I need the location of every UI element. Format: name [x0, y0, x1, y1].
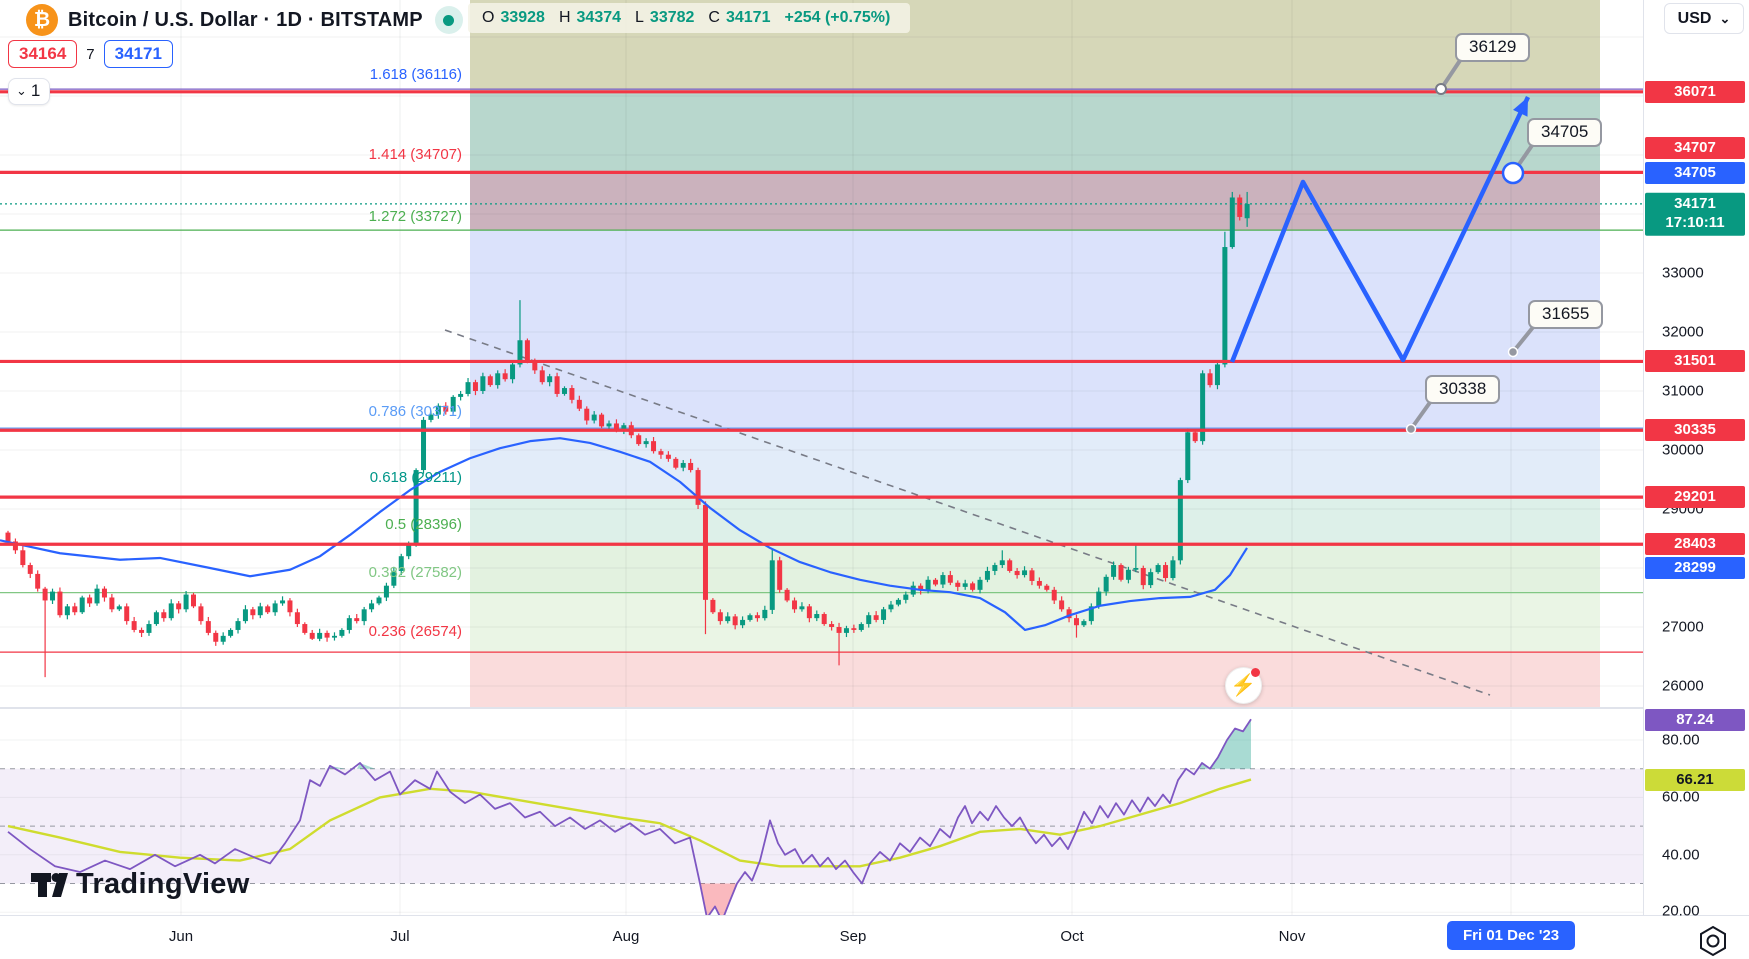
callout-31655[interactable]: 31655	[1528, 300, 1604, 329]
rsi-ma-line[interactable]	[7, 778, 1252, 868]
anchor-marker[interactable]	[1501, 161, 1525, 185]
callout-pointer	[1409, 399, 1433, 431]
callout-pointer	[1439, 57, 1463, 91]
price-axis[interactable]: 33000 32000 31000 30000 29000 27000 26000 80.00…	[1644, 0, 1749, 920]
fib-label-0.618: 0.618 (29211)	[369, 469, 462, 486]
low-label: L	[635, 9, 644, 26]
price-badge-31501[interactable]: 31501	[1645, 350, 1745, 372]
price-axis-label-26000: 26000	[1662, 677, 1704, 695]
market-status-icon	[434, 6, 463, 34]
rsi-axis-label-20.00: 20.00	[1662, 902, 1700, 920]
price-axis-label-31000: 31000	[1662, 382, 1704, 400]
open-value: 33928	[500, 9, 545, 26]
anchor-marker[interactable]	[1507, 346, 1519, 358]
goto-date-button[interactable]: Fri 01 Dec '23	[1447, 921, 1576, 950]
close-label: C	[708, 9, 720, 26]
fib-label-0.5: 0.5 (28396)	[385, 516, 462, 533]
interval-selector[interactable]: ⌄ 1	[8, 78, 51, 105]
price-tag-blue[interactable]: 34171	[103, 40, 173, 68]
forecast-zigzag[interactable]	[1229, 96, 1531, 363]
rsi-line[interactable]	[7, 718, 1252, 921]
anchor-marker[interactable]	[1435, 83, 1447, 95]
interval-value: 1	[30, 81, 41, 100]
month-label-Nov: Nov	[1278, 928, 1306, 945]
rsi-axis-label-60.00: 60.00	[1662, 788, 1700, 806]
trendline[interactable]	[444, 329, 1491, 696]
price-axis-label-32000: 32000	[1662, 323, 1704, 341]
rsi-axis-label-40.00: 40.00	[1662, 846, 1700, 864]
callout-30338[interactable]: 30338	[1425, 375, 1501, 404]
anchor-marker[interactable]	[1405, 423, 1417, 435]
price-badge-28299[interactable]: 28299	[1645, 557, 1745, 579]
month-label-Jul: Jul	[390, 928, 410, 945]
callout-pointer	[1511, 324, 1536, 354]
fib-label-1.618: 1.618 (36116)	[369, 66, 462, 83]
callout-34705[interactable]: 34705	[1527, 118, 1603, 147]
price-badge-36071[interactable]: 36071	[1645, 81, 1745, 103]
month-label-Aug: Aug	[612, 928, 640, 945]
grid	[0, 0, 1643, 707]
bar-countdown: 17:10:11	[1665, 213, 1725, 231]
price-badge-34705[interactable]: 34705	[1645, 162, 1745, 184]
ohlc-legend: O 33928 H 34374 L 33782 C 34171 +254 (+0.75%…	[468, 3, 911, 33]
change-value: +254 (+0.75%)	[784, 9, 891, 26]
callout-36129[interactable]: 36129	[1455, 33, 1531, 62]
price-axis-label-33000: 33000	[1662, 264, 1704, 282]
ma-line[interactable]	[0, 437, 1248, 632]
fib-label-0.382: 0.382 (27582)	[368, 564, 462, 581]
notification-dot	[1251, 668, 1260, 677]
month-label-Oct: Oct	[1060, 928, 1084, 945]
currency-label: USD	[1677, 9, 1712, 27]
high-label: H	[558, 9, 571, 26]
fib-label-1.414: 1.414 (34707)	[368, 146, 462, 163]
fib-label-0.786: 0.786 (30371)	[368, 403, 462, 420]
tradingview-logo-icon	[31, 872, 68, 897]
price-tag-count: 7	[86, 45, 95, 63]
tradingview-logo-text: TradingView	[76, 868, 250, 900]
rsi-badge-66.21[interactable]: 66.21	[1645, 769, 1745, 791]
last-price-badge[interactable]: 34171 17:10:11	[1645, 192, 1745, 236]
chevron-down-icon: ⌄	[16, 83, 27, 98]
open-label: O	[482, 9, 495, 26]
last-price-value: 34171	[1674, 194, 1716, 212]
candles[interactable]	[5, 191, 1250, 678]
symbol-legend[interactable]: ₿ Bitcoin / U.S. Dollar · 1D · BITSTAMP	[26, 4, 463, 36]
rsi-axis-label-80.00: 80.00	[1662, 731, 1700, 749]
rsi-pane[interactable]	[0, 710, 1643, 921]
price-tag-red[interactable]: 34164	[8, 40, 78, 68]
close-value: 34171	[725, 9, 771, 26]
month-label-Sep: Sep	[839, 928, 867, 945]
gear-icon[interactable]	[1696, 924, 1730, 958]
bitcoin-logo-icon: ₿	[26, 4, 58, 36]
price-badge-34707[interactable]: 34707	[1645, 137, 1745, 159]
time-axis[interactable]: Fri 01 Dec '23 Jun Jul Aug Sep Oct Nov	[0, 916, 1749, 959]
price-badge-28403[interactable]: 28403	[1645, 533, 1745, 555]
price-pane[interactable]	[0, 0, 1643, 959]
month-label-Jun: Jun	[168, 928, 194, 945]
rsi-badge-87.24[interactable]: 87.24	[1645, 709, 1745, 731]
symbol-title[interactable]: Bitcoin / U.S. Dollar · 1D · BITSTAMP	[68, 8, 423, 31]
high-value: 34374	[576, 9, 622, 26]
flash-idea-icon[interactable]: ⚡	[1225, 667, 1262, 704]
price-badge-30335[interactable]: 30335	[1645, 419, 1745, 441]
fib-label-1.272: 1.272 (33727)	[368, 208, 462, 225]
price-axis-label-27000: 27000	[1662, 618, 1704, 636]
price-axis-label-30000: 30000	[1662, 441, 1704, 459]
tradingview-watermark: TradingView	[30, 868, 250, 901]
currency-selector[interactable]: USD ⌄	[1664, 3, 1744, 34]
chevron-down-icon: ⌄	[1719, 10, 1731, 26]
price-badge-29201[interactable]: 29201	[1645, 486, 1745, 508]
low-value: 33782	[649, 9, 695, 26]
fib-label-0.236: 0.236 (26574)	[368, 623, 462, 640]
arrowhead-icon	[1513, 97, 1528, 117]
